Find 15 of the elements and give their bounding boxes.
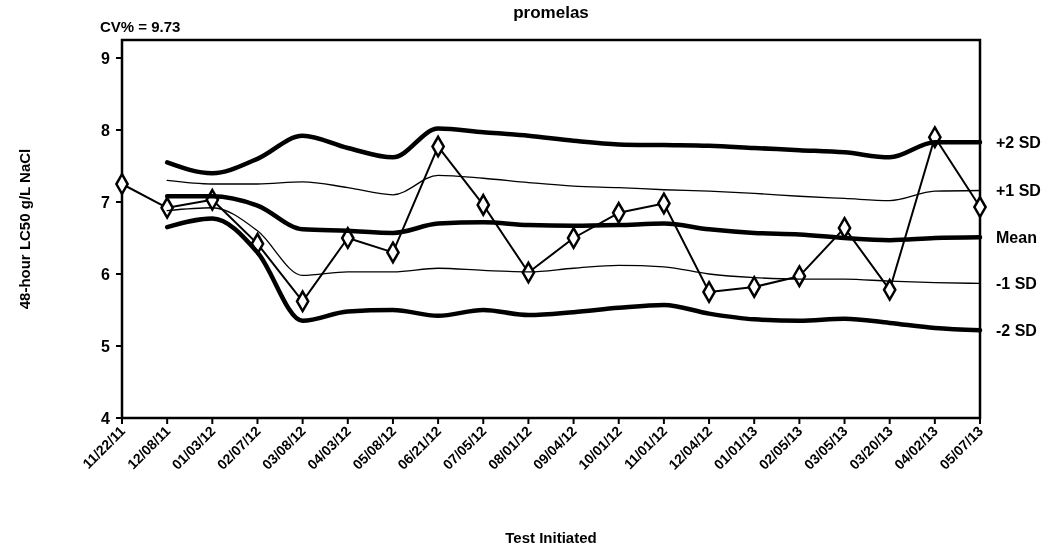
y-tick-label: 4 (101, 410, 111, 427)
text: CV% = 9.73 (100, 18, 181, 35)
series-label: -2 SD (996, 322, 1037, 340)
y-tick-label: 5 (101, 338, 111, 355)
y-axis-title: 48-hour LC50 g/L NaCl (16, 148, 33, 310)
chart-title: promelas (513, 3, 589, 22)
x-axis-title: Test Initiated (505, 529, 597, 546)
series-label: -1 SD (996, 275, 1037, 293)
y-tick-label: 9 (101, 50, 111, 67)
y-tick-label: 6 (101, 266, 111, 283)
series-label: Mean (996, 229, 1037, 247)
y-tick-label: 7 (101, 194, 111, 211)
y-tick-label: 8 (101, 122, 111, 139)
series-label: +1 SD (996, 182, 1041, 200)
series-label: +2 SD (996, 134, 1041, 152)
